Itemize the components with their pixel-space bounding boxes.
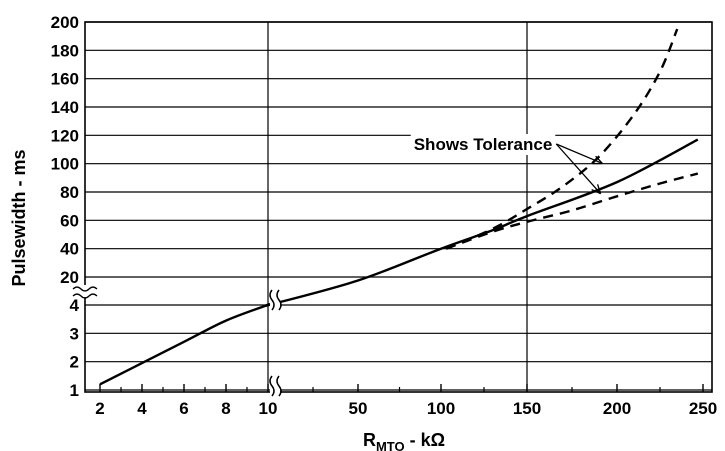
x-axis-break-mask: [270, 290, 280, 310]
x-axis-break-icon: [269, 289, 282, 311]
y-tick-label: 200: [51, 13, 79, 32]
annotation-background: [410, 134, 556, 155]
y-tick-label: 3: [70, 324, 79, 343]
y-tick-label: 20: [60, 268, 79, 287]
x-tick-label: 8: [221, 399, 230, 418]
grid: [84, 21, 713, 393]
curves: [99, 28, 699, 386]
x-tick-label: 6: [179, 399, 188, 418]
x-axis-break-mask: [270, 376, 280, 396]
x-axis-title-subscript: MTO: [376, 439, 405, 451]
y-tick-label: 60: [60, 211, 79, 230]
x-axis-break-icon: [269, 375, 282, 397]
y-axis-break-icon: [72, 286, 98, 299]
y-tick-label: 160: [51, 70, 79, 89]
axis-titles: Pulsewidth - ms RMTO - kΩ: [9, 149, 445, 451]
plot-frame: [84, 21, 713, 393]
x-tick-label: 2: [95, 399, 104, 418]
x-axis-title-suffix: - kΩ: [405, 430, 445, 450]
y-tick-label: 1: [70, 381, 79, 400]
y-tick-label: 140: [51, 98, 79, 117]
y-tick-label: 2: [70, 353, 79, 372]
y-tick-label: 40: [60, 240, 79, 259]
nominal-solid-line: [99, 138, 699, 386]
x-axis-title: RMTO - kΩ: [363, 430, 445, 451]
tolerance-arrow-lower: [555, 143, 602, 195]
x-tick-label: 150: [513, 399, 541, 418]
tolerance-dashed-line: [445, 172, 699, 250]
y-tick-label: 4: [70, 296, 80, 315]
axis-breaks: [72, 285, 282, 397]
x-tick-label: 4: [137, 399, 147, 418]
x-tick-label: 50: [349, 399, 368, 418]
tolerance-arrow-upper-head: [592, 155, 603, 165]
tolerance-arrow-lower-head: [591, 184, 602, 195]
x-axis-title-main: R: [363, 430, 376, 450]
x-tick-label: 100: [427, 399, 455, 418]
x-tick-label: 250: [689, 399, 717, 418]
y-tick-label: 180: [51, 41, 79, 60]
tolerance-arrow-upper: [556, 143, 603, 165]
y-axis-title: Pulsewidth - ms: [9, 149, 29, 286]
y-tick-label: 120: [51, 126, 79, 145]
annotation-shows-tolerance: Shows Tolerance: [414, 135, 553, 154]
y-tick-label: 100: [51, 155, 79, 174]
x-tick-label: 10: [259, 399, 278, 418]
annotations: Shows Tolerance: [410, 134, 603, 195]
x-tick-label: 200: [603, 399, 631, 418]
y-tick-label: 80: [60, 183, 79, 202]
